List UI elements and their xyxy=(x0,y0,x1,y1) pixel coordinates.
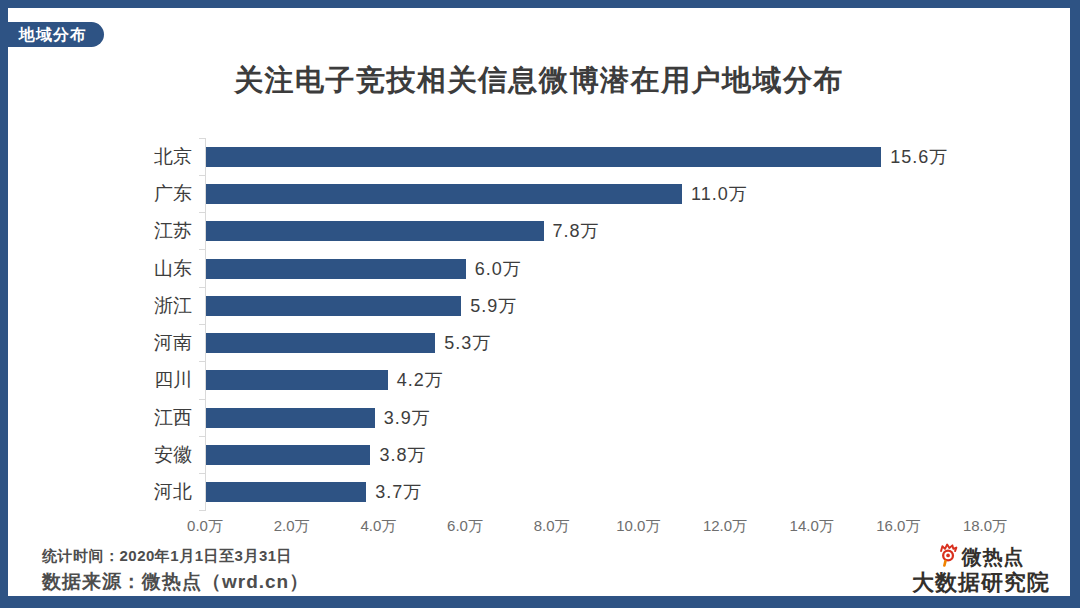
x-tick-label: 6.0万 xyxy=(447,517,483,536)
value-label: 3.7万 xyxy=(375,480,422,504)
bar xyxy=(206,408,375,428)
bar xyxy=(206,147,881,167)
x-tick-label: 12.0万 xyxy=(703,517,747,536)
value-label: 7.8万 xyxy=(553,219,600,243)
bar xyxy=(206,445,370,465)
value-label: 3.8万 xyxy=(379,443,426,467)
x-tick-label: 0.0万 xyxy=(187,517,223,536)
category-label: 江西 xyxy=(154,405,192,431)
value-label: 6.0万 xyxy=(475,257,522,281)
category-label: 江苏 xyxy=(154,218,192,244)
x-tick-label: 18.0万 xyxy=(963,517,1007,536)
data-source-text: 数据来源：微热点（wrd.cn） xyxy=(42,569,309,595)
bar xyxy=(206,296,461,316)
bar-chart-plot: 北京15.6万广东11.0万江苏7.8万山东6.0万浙江5.9万河南5.3万四川… xyxy=(205,138,985,511)
weibo-eye-icon xyxy=(938,543,959,571)
section-badge-label: 地域分布 xyxy=(19,26,87,43)
x-tick-label: 10.0万 xyxy=(616,517,660,536)
category-label: 安徽 xyxy=(154,442,192,468)
category-label: 四川 xyxy=(154,367,192,393)
logo-brand-text: 微热点 xyxy=(962,546,1025,568)
bar xyxy=(206,259,466,279)
value-label: 5.9万 xyxy=(470,294,517,318)
bar-row: 广东11.0万 xyxy=(206,175,985,212)
category-label: 北京 xyxy=(154,144,192,170)
bar xyxy=(206,184,682,204)
logo-top-row: 微热点 xyxy=(938,543,1025,571)
footer: 统计时间：2020年1月1日至3月31日 数据来源：微热点（wrd.cn） 微热… xyxy=(42,543,1056,595)
bar-row: 浙江5.9万 xyxy=(206,287,985,324)
bar xyxy=(206,370,388,390)
bar-row: 江苏7.8万 xyxy=(206,213,985,250)
bar-row: 河南5.3万 xyxy=(206,324,985,361)
value-label: 11.0万 xyxy=(691,182,748,206)
logo-subtitle-text: 大数据研究院 xyxy=(912,571,1050,595)
category-label: 山东 xyxy=(154,256,192,282)
bar-row: 四川4.2万 xyxy=(206,362,985,399)
bar xyxy=(206,482,366,502)
bar xyxy=(206,221,544,241)
value-label: 4.2万 xyxy=(397,368,444,392)
value-label: 15.6万 xyxy=(890,145,948,169)
footer-stats: 统计时间：2020年1月1日至3月31日 数据来源：微热点（wrd.cn） xyxy=(42,547,309,595)
category-label: 浙江 xyxy=(154,293,192,319)
chart-title: 关注电子竞技相关信息微博潜在用户地域分布 xyxy=(8,60,1070,100)
bar-row: 安徽3.8万 xyxy=(206,436,985,473)
infographic-frame: 地域分布 关注电子竞技相关信息微博潜在用户地域分布 北京15.6万广东11.0万… xyxy=(0,0,1080,608)
stat-time-text: 统计时间：2020年1月1日至3月31日 xyxy=(42,547,309,566)
x-tick-label: 2.0万 xyxy=(274,517,310,536)
x-tick-label: 16.0万 xyxy=(876,517,920,536)
x-axis: 0.0万2.0万4.0万6.0万8.0万10.0万12.0万14.0万16.0万… xyxy=(205,517,985,539)
bar-row: 江西3.9万 xyxy=(206,399,985,436)
x-tick-label: 8.0万 xyxy=(534,517,570,536)
value-label: 3.9万 xyxy=(384,406,431,430)
section-badge: 地域分布 xyxy=(8,22,104,47)
bar xyxy=(206,333,435,353)
category-label: 河南 xyxy=(154,330,192,356)
bar-row: 北京15.6万 xyxy=(206,138,985,175)
category-label: 广东 xyxy=(154,181,192,207)
value-label: 5.3万 xyxy=(444,331,491,355)
x-tick-label: 4.0万 xyxy=(360,517,396,536)
bar-row: 河北3.7万 xyxy=(206,474,985,511)
weiredian-logo: 微热点 大数据研究院 xyxy=(912,543,1056,595)
bar-row: 山东6.0万 xyxy=(206,250,985,287)
category-label: 河北 xyxy=(154,479,192,505)
x-tick-label: 14.0万 xyxy=(790,517,834,536)
